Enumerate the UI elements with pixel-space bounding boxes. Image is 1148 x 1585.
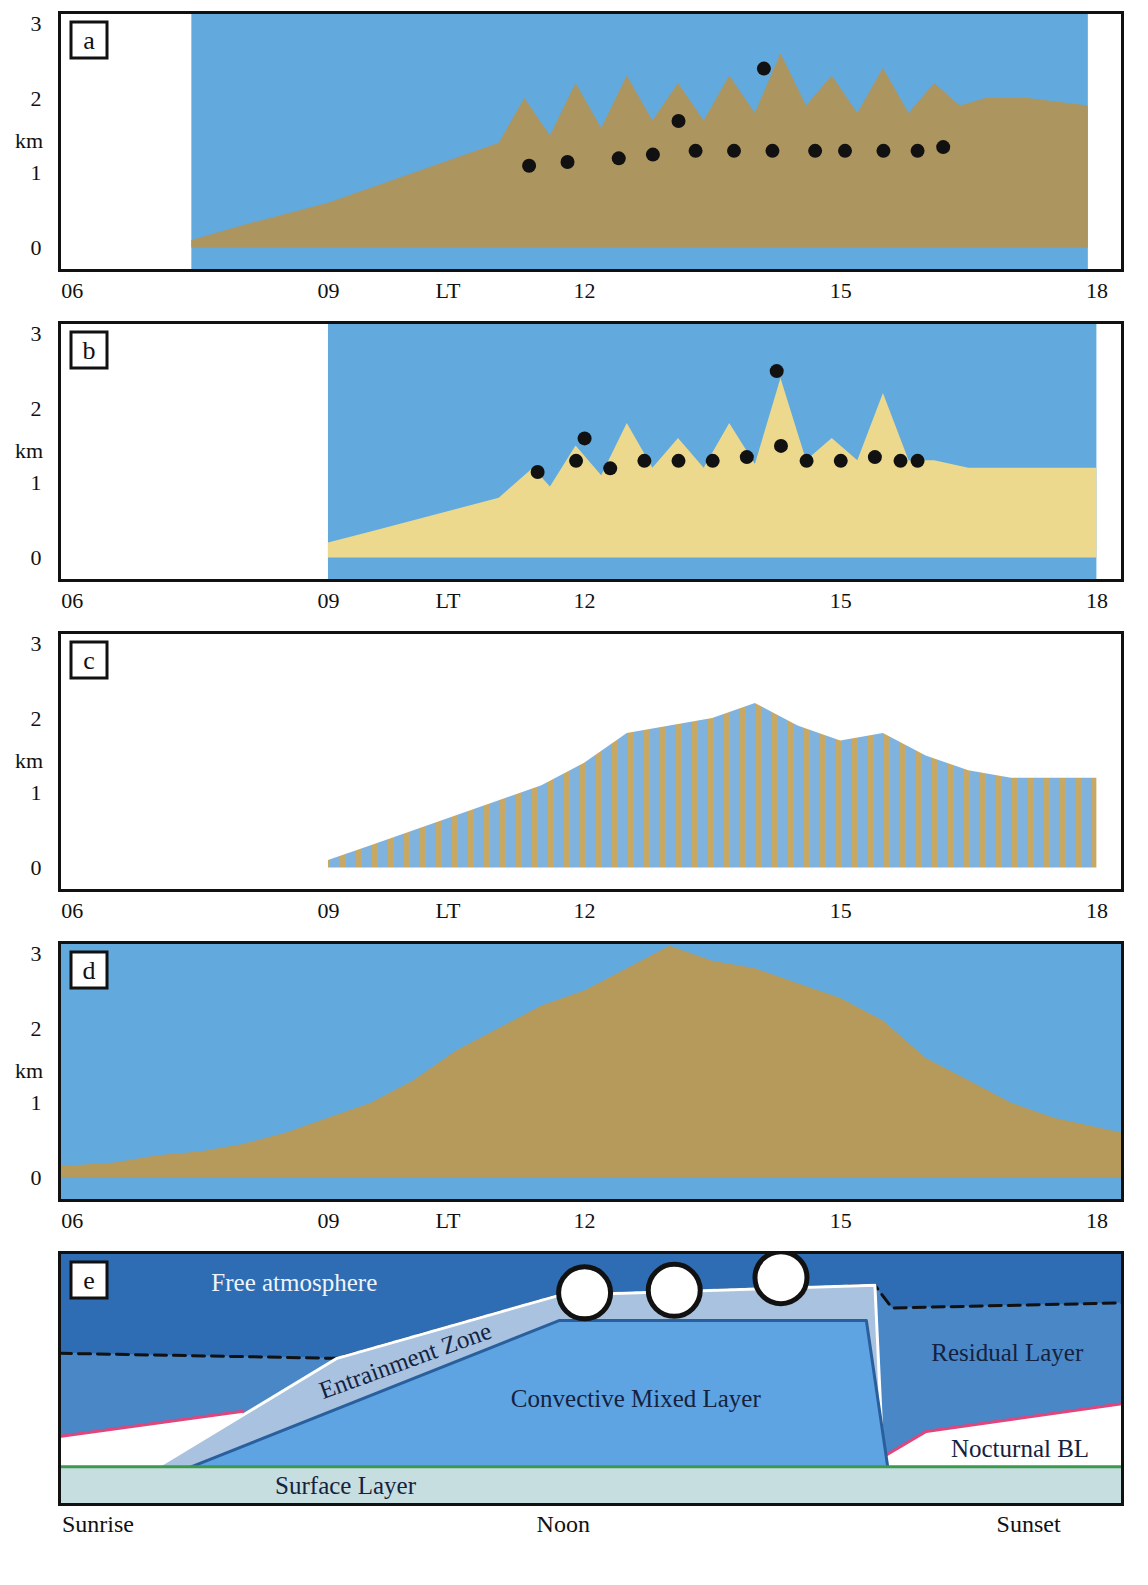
svg-text:12: 12 (574, 278, 596, 303)
svg-text:1: 1 (31, 780, 42, 805)
svg-text:1: 1 (31, 1090, 42, 1115)
svg-text:Convective Mixed Layer: Convective Mixed Layer (511, 1385, 762, 1412)
svg-text:d: d (83, 956, 96, 985)
svg-text:Sunrise: Sunrise (62, 1511, 134, 1537)
svg-text:15: 15 (830, 1208, 852, 1233)
svg-text:15: 15 (830, 898, 852, 923)
svg-text:km: km (15, 128, 43, 153)
svg-text:1: 1 (31, 470, 42, 495)
svg-text:18: 18 (1086, 278, 1108, 303)
svg-text:09: 09 (317, 588, 339, 613)
svg-text:km: km (15, 748, 43, 773)
svg-text:2: 2 (31, 706, 42, 731)
svg-text:LT: LT (436, 588, 461, 613)
svg-text:3: 3 (31, 11, 42, 36)
svg-text:0: 0 (31, 1165, 42, 1190)
svg-text:3: 3 (31, 941, 42, 966)
svg-text:18: 18 (1086, 1208, 1108, 1233)
svg-text:09: 09 (317, 898, 339, 923)
svg-text:06: 06 (61, 1208, 83, 1233)
svg-text:15: 15 (830, 278, 852, 303)
svg-text:2: 2 (31, 1016, 42, 1041)
svg-text:e: e (83, 1266, 95, 1295)
svg-text:12: 12 (574, 1208, 596, 1233)
svg-text:12: 12 (574, 898, 596, 923)
svg-text:Entrainment Zone: Entrainment Zone (315, 1317, 495, 1404)
svg-text:b: b (83, 336, 96, 365)
svg-text:09: 09 (317, 1208, 339, 1233)
svg-text:0: 0 (31, 235, 42, 260)
svg-text:LT: LT (436, 278, 461, 303)
svg-text:18: 18 (1086, 898, 1108, 923)
svg-text:c: c (83, 646, 95, 675)
svg-text:0: 0 (31, 545, 42, 570)
svg-text:3: 3 (31, 631, 42, 656)
svg-text:15: 15 (830, 588, 852, 613)
svg-text:a: a (83, 26, 95, 55)
svg-text:0: 0 (31, 855, 42, 880)
svg-text:Sunset: Sunset (997, 1511, 1061, 1537)
svg-text:Nocturnal BL: Nocturnal BL (951, 1435, 1089, 1462)
svg-text:Residual Layer: Residual Layer (931, 1339, 1084, 1366)
svg-text:Free atmosphere: Free atmosphere (211, 1269, 377, 1296)
svg-text:18: 18 (1086, 588, 1108, 613)
svg-text:km: km (15, 1058, 43, 1083)
svg-text:2: 2 (31, 396, 42, 421)
svg-text:12: 12 (574, 588, 596, 613)
svg-text:LT: LT (436, 898, 461, 923)
svg-text:06: 06 (61, 898, 83, 923)
svg-text:2: 2 (31, 86, 42, 111)
svg-text:Noon: Noon (537, 1511, 590, 1537)
svg-text:06: 06 (61, 588, 83, 613)
svg-text:Surface Layer: Surface Layer (275, 1472, 417, 1499)
svg-text:LT: LT (436, 1208, 461, 1233)
svg-text:km: km (15, 438, 43, 463)
svg-text:3: 3 (31, 321, 42, 346)
svg-text:06: 06 (61, 278, 83, 303)
svg-text:1: 1 (31, 160, 42, 185)
svg-text:09: 09 (317, 278, 339, 303)
